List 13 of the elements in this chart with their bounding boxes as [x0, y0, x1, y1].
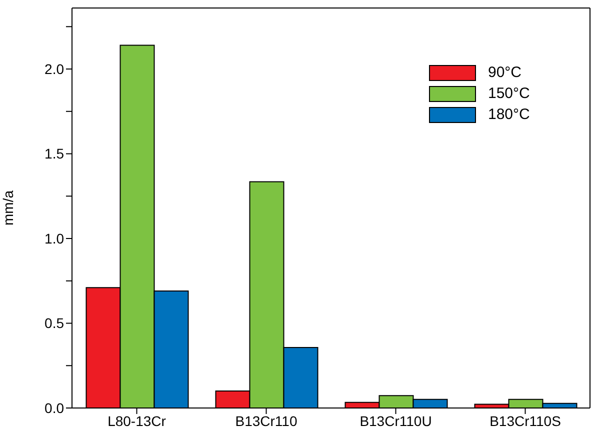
y-tick-label: 2.0 — [44, 60, 64, 77]
y-tick-label: 1.0 — [44, 230, 64, 246]
x-tick-label: B13Cr110S — [490, 412, 561, 429]
y-tick-label: 0.0 — [44, 400, 64, 416]
y-tick-label: 0.5 — [44, 315, 64, 332]
y-axis-title: mm/a — [0, 190, 16, 226]
y-tick-label: 1.5 — [44, 146, 64, 162]
legend-label: 180°C — [488, 106, 530, 123]
x-tick-label: B13Cr110 — [235, 412, 298, 429]
x-tick-label: B13Cr110U — [360, 412, 432, 429]
legend-label: 90°C — [488, 64, 522, 81]
x-tick-label: L80-13Cr — [108, 412, 166, 429]
legend-label: 150°C — [488, 85, 530, 102]
